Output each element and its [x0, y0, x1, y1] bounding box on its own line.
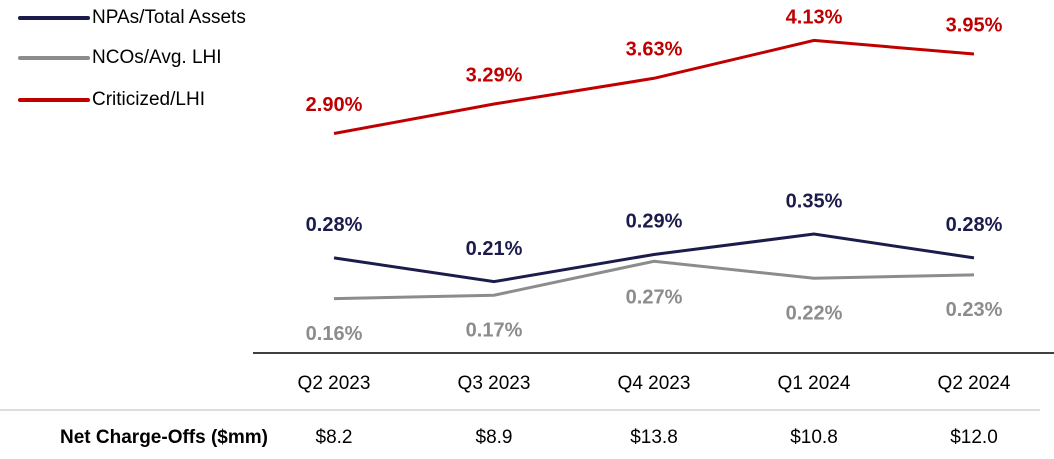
data-label: 0.35%	[786, 190, 843, 212]
data-label: 3.29%	[466, 64, 523, 86]
data-label: 0.22%	[786, 303, 843, 325]
data-label: 0.27%	[626, 287, 683, 309]
data-label: 0.16%	[306, 323, 363, 345]
data-label: 0.28%	[946, 214, 1003, 236]
table-cell: $10.8	[790, 427, 838, 448]
legend-label: Criticized/LHI	[92, 89, 205, 110]
data-label: 0.28%	[306, 214, 363, 236]
table-cell: $8.9	[476, 427, 513, 448]
legend-label: NPAs/Total Assets	[92, 7, 246, 28]
data-label: 0.21%	[466, 238, 523, 260]
x-tick-label: Q2 2023	[298, 373, 371, 394]
table-cell: $13.8	[630, 427, 678, 448]
series-line	[333, 232, 975, 284]
data-label: 2.90%	[306, 94, 363, 116]
data-label: 3.95%	[946, 14, 1003, 36]
x-tick-label: Q4 2023	[618, 373, 691, 394]
x-tick-label: Q3 2023	[458, 373, 531, 394]
data-label: 3.63%	[626, 39, 683, 61]
data-label: 4.13%	[786, 6, 843, 28]
data-label: 0.29%	[626, 211, 683, 233]
table-cell: $8.2	[316, 427, 353, 448]
table-cell: $12.0	[950, 427, 998, 448]
legend-label: NCOs/Avg. LHI	[92, 47, 222, 68]
series-line	[333, 38, 975, 135]
x-tick-label: Q2 2024	[938, 373, 1011, 394]
x-tick-label: Q1 2024	[778, 373, 851, 394]
series-line	[333, 259, 975, 301]
data-label: 0.17%	[466, 320, 523, 342]
table-row-label: Net Charge-Offs ($mm)	[60, 427, 268, 448]
data-label: 0.23%	[946, 299, 1003, 321]
